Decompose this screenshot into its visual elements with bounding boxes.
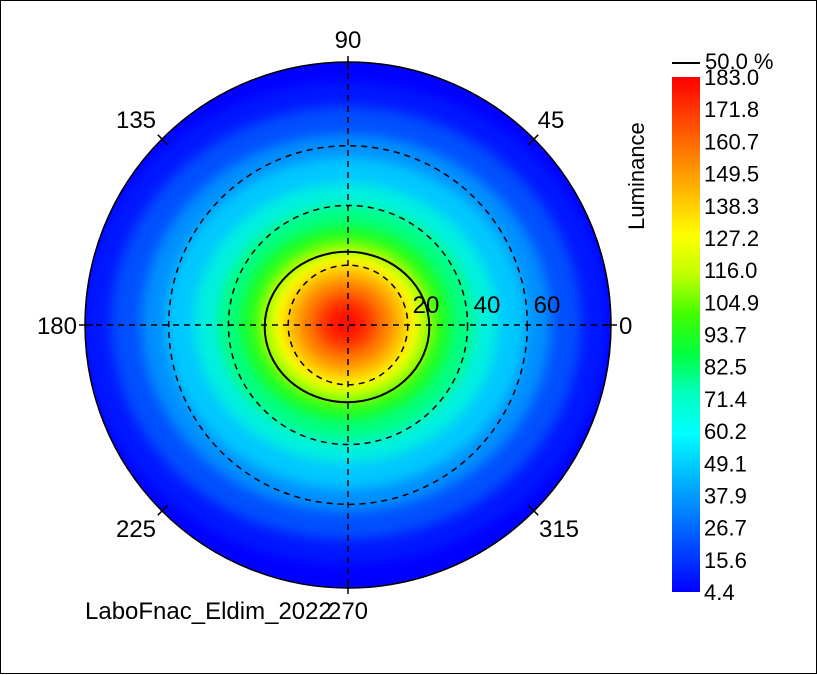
angle-label-180: 180	[37, 313, 77, 340]
colorbar-tick-label: 127.2	[704, 226, 759, 251]
heatmap-band	[328, 306, 364, 340]
angle-tick	[157, 504, 169, 516]
colorbar-tick-label: 171.8	[704, 97, 759, 122]
heatmap-disc	[85, 62, 611, 588]
angle-label-90: 90	[335, 27, 362, 54]
chart-caption: LaboFnac_Eldim_2022	[85, 598, 332, 625]
colorbar-tick-label: 138.3	[704, 194, 759, 219]
angle-label-315: 315	[539, 516, 579, 543]
colorbar-tick-label: 60.2	[704, 419, 747, 444]
angle-tick	[157, 134, 169, 146]
colorbar-tick-label: 82.5	[704, 355, 747, 380]
radial-label-20: 20	[413, 292, 440, 319]
angle-tick	[527, 504, 539, 516]
colorbar-tick-label: 4.4	[704, 580, 735, 605]
colorbar-title: Luminance	[624, 122, 649, 230]
angle-label-45: 45	[538, 107, 565, 134]
angle-label-135: 135	[116, 107, 156, 134]
radial-label-40: 40	[474, 292, 501, 319]
colorbar-tick-label: 160.7	[704, 129, 759, 154]
colorbar-tick-label: 49.1	[704, 451, 747, 476]
angle-label-0: 0	[619, 313, 632, 340]
colorbar	[672, 77, 700, 592]
colorbar-tick-label: 15.6	[704, 548, 747, 573]
colorbar-tick-label: 93.7	[704, 323, 747, 348]
colorbar-tick-label: 26.7	[704, 516, 747, 541]
contour-50-percent	[263, 250, 431, 404]
colorbar-tick-label: 149.5	[704, 162, 759, 187]
colorbar-tick-label: 104.9	[704, 290, 759, 315]
angle-label-225: 225	[116, 516, 156, 543]
angle-label-270: 270	[328, 598, 368, 625]
colorbar-tick-label: 116.0	[704, 258, 757, 283]
colorbar-tick-labels: 183.0 171.8 160.7 149.5 138.3 127.2 116.0 104.9…	[704, 65, 759, 605]
angle-ticks	[79, 56, 617, 594]
contour-line	[263, 250, 431, 404]
colorbar-tick-label: 37.9	[704, 483, 747, 508]
colorbar-tick-label: 71.4	[704, 387, 747, 412]
radial-label-60: 60	[534, 292, 561, 319]
colorbar-tick-label: 183.0	[704, 65, 759, 90]
contour-legend-label: 50.0 %	[705, 49, 774, 74]
polar-grid	[85, 62, 611, 588]
angle-tick	[527, 134, 539, 146]
